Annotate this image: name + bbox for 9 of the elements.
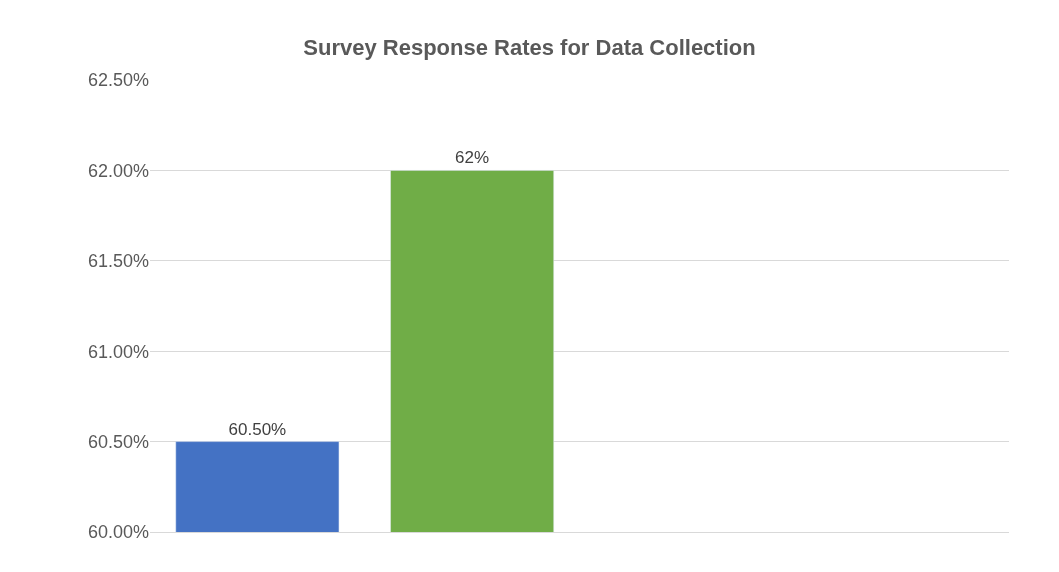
y-tick-label: 61.50% [87,251,149,272]
y-tick-label: 60.00% [87,522,149,543]
data-label: 60.50% [228,419,287,439]
y-tick-label: 62.00% [87,160,149,181]
y-tick-label: 61.00% [87,341,149,362]
data-label: 62% [455,148,490,168]
chart-title: Survey Response Rates for Data Collection [303,35,756,61]
y-tick-label: 62.50% [87,70,149,91]
y-tick-label: 60.50% [87,431,149,452]
